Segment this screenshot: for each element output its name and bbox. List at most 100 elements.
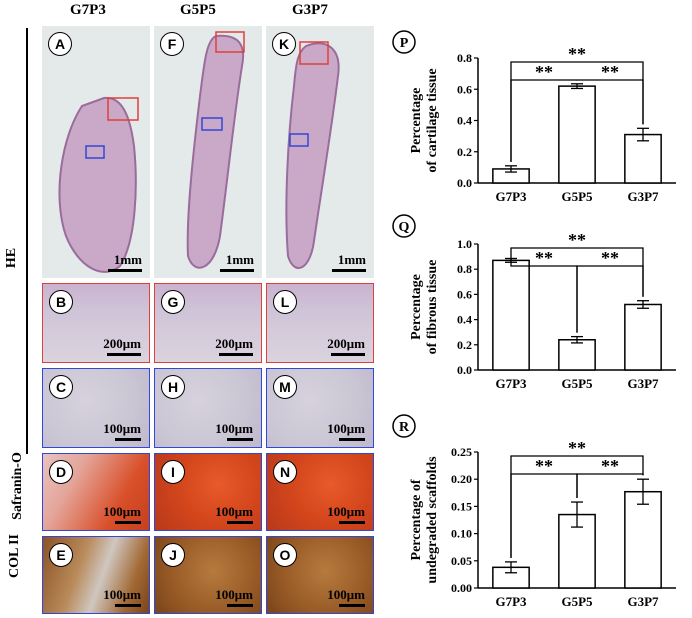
y-tick-label: 0.8 [457, 262, 472, 276]
column-header-g5p5: G5P5 [180, 2, 216, 18]
y-tick-label: 0.05 [451, 554, 472, 568]
significance-bracket [510, 455, 644, 558]
column-header-g3p7: G3P7 [292, 2, 328, 18]
tissue-section-f [186, 31, 245, 269]
panel-d: D 100μm [42, 453, 150, 531]
y-tick-label: 0.25 [451, 445, 472, 459]
significance-marker: ** [601, 456, 619, 476]
scale-bar-d: 100μm [103, 504, 141, 524]
row-label-col-ii: COL II [6, 534, 22, 578]
panel-g: G 200μm [154, 283, 262, 363]
panel-label-p: P [400, 36, 409, 51]
bar-g5p5 [558, 85, 596, 184]
row-label-he: HE [4, 247, 20, 269]
significance-marker: ** [568, 438, 586, 458]
y-tick-label: 0.00 [451, 581, 472, 595]
scale-bar-c: 100μm [103, 421, 141, 441]
he-row-divider [26, 28, 28, 454]
y-tick-label: 0.10 [451, 527, 472, 541]
x-tick-label: G7P3 [495, 189, 527, 204]
x-tick-label: G3P7 [627, 594, 659, 609]
roi-blue-k [289, 133, 309, 147]
y-tick-label: 0.0 [457, 176, 472, 190]
y-tick-label: 0.0 [457, 363, 472, 377]
y-tick-label: 0.8 [457, 51, 472, 65]
scale-bar-j: 100μm [215, 587, 253, 607]
significance-marker: ** [601, 248, 619, 268]
x-tick-label: G3P7 [627, 189, 659, 204]
scale-bar-b: 200μm [103, 336, 141, 356]
panel-label-a: A [48, 32, 72, 56]
panel-label-b: B [49, 290, 73, 314]
scale-bar-m: 100μm [327, 421, 365, 441]
panel-e: E 100μm [42, 536, 150, 614]
scale-bar-o: 100μm [327, 587, 365, 607]
panel-badge-q [392, 214, 416, 238]
scale-bar-e: 100μm [103, 587, 141, 607]
y-axis-label-q: Percentage of fibrous tissue [409, 260, 440, 355]
panel-i: I 100μm [154, 453, 262, 531]
significance-marker: ** [601, 62, 619, 82]
panel-label-c: C [49, 375, 73, 399]
roi-blue-f [201, 117, 223, 131]
panel-label-e: E [49, 543, 73, 567]
y-tick-label: 0.6 [457, 287, 472, 301]
panel-a: A 1mm [42, 26, 150, 278]
panel-o: O 100μm [266, 536, 374, 614]
panel-h: H 100μm [154, 368, 262, 448]
panel-b: B 200μm [42, 283, 150, 363]
scale-bar-i: 100μm [215, 504, 253, 524]
x-tick-label: G7P3 [495, 594, 527, 609]
panel-n: N 100μm [266, 453, 374, 531]
y-tick-label: 0.15 [451, 499, 472, 513]
significance-marker: ** [568, 230, 586, 250]
panel-j: J 100μm [154, 536, 262, 614]
bar-g7p3 [492, 259, 530, 371]
panel-label-o: O [273, 543, 297, 567]
panel-label-n: N [273, 460, 297, 484]
y-axis-label-r: Percentage of undegraded scaffolds [409, 456, 440, 584]
y-axis-label-line: undegraded scaffolds [425, 456, 440, 584]
significance-bracket [510, 61, 644, 162]
y-axis-label-line: Percentage of [409, 479, 424, 560]
x-tick-label: G5P5 [561, 189, 593, 204]
y-axis-label-line: Percentage [409, 88, 424, 154]
x-tick-label: G3P7 [627, 376, 659, 391]
scale-bar-n: 100μm [327, 504, 365, 524]
y-tick-label: 0.2 [457, 338, 472, 352]
significance-bracket [510, 247, 644, 297]
y-axis-label-line: of cartilage tissue [425, 68, 440, 172]
scale-bar-f: 1mm [220, 252, 254, 272]
chart-r-scaffolds: R Percentage of undegraded scaffolds 0.00 0.… [392, 414, 676, 609]
significance-marker: ** [535, 62, 553, 82]
roi-red-f [215, 31, 245, 53]
row-label-safranin-o: Safranin-O [9, 452, 25, 520]
scale-bar-a: 1mm [108, 252, 142, 272]
chart-q-fibrous: Q Percentage of fibrous tissue 0.0 0.2 0.4 0.6… [392, 214, 676, 391]
y-tick-label: 0.4 [457, 114, 472, 128]
panel-label-i: I [161, 460, 185, 484]
roi-blue-a [85, 145, 105, 159]
y-tick-label: 1.0 [457, 237, 472, 251]
scale-bar-k: 1mm [332, 252, 366, 272]
x-tick-label: G5P5 [561, 594, 593, 609]
panel-f: F 1mm [154, 26, 262, 278]
scale-bar-l: 200μm [327, 336, 365, 356]
y-tick-label: 0.2 [457, 145, 472, 159]
panel-label-g: G [161, 290, 185, 314]
panel-m: M 100μm [266, 368, 374, 448]
panel-label-m: M [273, 375, 297, 399]
y-tick-label: 0.20 [451, 472, 472, 486]
panel-c: C 100μm [42, 368, 150, 448]
panel-k: K 1mm [266, 26, 374, 278]
panel-label-f: F [160, 32, 184, 56]
chart-p-cartilage: P Percentage of cartilage tissue 0.0 0.2 0.4 0… [392, 30, 676, 204]
panel-label-h: H [161, 375, 185, 399]
bar-g3p7 [624, 490, 662, 589]
tissue-section-k [285, 41, 340, 269]
x-tick-label: G5P5 [561, 376, 593, 391]
panel-badge-p [392, 30, 416, 54]
bar-g5p5 [558, 339, 596, 371]
x-tick-label: G7P3 [495, 376, 527, 391]
roi-red-k [299, 41, 329, 65]
